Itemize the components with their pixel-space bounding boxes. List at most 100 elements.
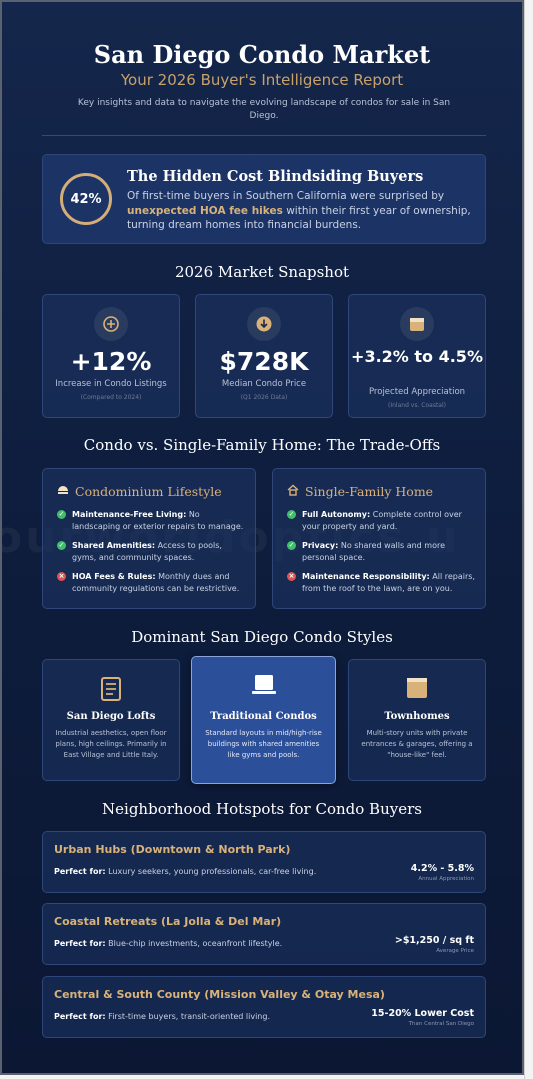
item-bold: HOA Fees & Rules: [72, 572, 156, 581]
stat-label: Median Condo Price [221, 379, 307, 389]
item-bold: Full Autonomy: [302, 510, 371, 519]
condo-list: ✓ Maintenance-Free Living: No landscaping… [57, 509, 247, 602]
hotspot-value-label: Average Price [436, 948, 474, 954]
perfect-text: First-time buyers, transit-oriented livi… [105, 1012, 270, 1021]
item-bold: Privacy: [302, 541, 339, 550]
hotspot-value: 4.2% - 5.8% [410, 863, 474, 874]
percent-value: 42% [70, 191, 102, 207]
alert-body: Of first-time buyers in Southern Califor… [127, 189, 477, 233]
perfect-label: Perfect for: [54, 1012, 106, 1021]
header-divider [42, 135, 486, 136]
perfect-label: Perfect for: [54, 867, 106, 876]
hotspot-urban-hubs: Urban Hubs (Downtown & North Park) Perfe… [42, 831, 486, 893]
list-item: × Maintenance Responsibility: All repairs… [287, 571, 477, 595]
check-icon: ✓ [57, 510, 66, 519]
item-text: Monthly dues and community regulations c… [72, 572, 240, 593]
perfect-label: Perfect for: [54, 939, 106, 948]
stat-note: (Compared to 2024) [80, 394, 142, 401]
condo-heading: Condominium Lifestyle [57, 484, 222, 499]
list-item: × HOA Fees & Rules: Monthly dues and comm… [57, 571, 247, 595]
item-text: No shared walls and more personal space. [302, 541, 446, 562]
list-item: ✓ Privacy: No shared walls and more perso… [287, 540, 477, 564]
stat-value: +12% [70, 347, 152, 376]
style-desc: Multi-story units with private entrances… [361, 729, 473, 759]
style-name: Townhomes [384, 711, 450, 722]
hotspot-value: 15-20% Lower Cost [371, 1008, 474, 1019]
style-desc: Standard layouts in mid/high-rise buildi… [205, 729, 322, 759]
hotspots-title: Neighborhood Hotspots for Condo Buyers [102, 800, 422, 818]
stat-value: +3.2% to 4.5% [351, 347, 483, 366]
stat-label: Increase in Condo Listings [55, 379, 167, 389]
stat-label: Projected Appreciation [368, 387, 466, 397]
hotspot-name: Coastal Retreats (La Jolla & Del Mar) [54, 915, 282, 928]
item-text: Access to pools, gyms, and community spa… [72, 541, 222, 562]
infographic-page: ourworldoptics.u San Diego Condo Market … [0, 0, 524, 1075]
check-icon: ✓ [287, 510, 296, 519]
item-text: No landscaping or exterior repairs to ma… [72, 510, 244, 531]
alert-highlight: unexpected HOA fee hikes [127, 204, 283, 217]
calendar-icon [400, 307, 434, 341]
tradeoffs-title: Condo vs. Single-Family Home: The Trade-… [83, 436, 441, 454]
hoa-alert-card: 42% The Hidden Cost Blindsiding Buyers O… [42, 154, 486, 244]
stat-note: (Inland vs. Coastal) [388, 402, 446, 409]
style-card-townhomes[interactable]: Townhomes Multi-story units with private… [348, 659, 486, 781]
hotspot-value: >$1,250 / sq ft [394, 935, 474, 946]
hotspot-perfect: Perfect for: Blue-chip investments, ocea… [54, 939, 282, 948]
item-bold: Shared Amenities: [72, 541, 156, 550]
x-icon: × [287, 572, 296, 581]
hotspot-name: Urban Hubs (Downtown & North Park) [54, 843, 291, 856]
alert-title: The Hidden Cost Blindsiding Buyers [127, 168, 424, 185]
style-name: Traditional Condos [210, 711, 317, 722]
page-title: San Diego Condo Market [93, 40, 431, 69]
item-text: All repairs, from the roof to the lawn, … [302, 572, 475, 593]
stat-card-price: $728K Median Condo Price (Q1 2026 Data) [195, 294, 333, 418]
styles-title: Dominant San Diego Condo Styles [131, 628, 393, 646]
hotspot-perfect: Perfect for: Luxury seekers, young profe… [54, 867, 316, 876]
house-icon [287, 484, 299, 499]
document-icon [43, 677, 179, 701]
hotspot-perfect: Perfect for: First-time buyers, transit-… [54, 1012, 270, 1021]
laptop-icon [192, 674, 335, 696]
hotspot-name: Central & South County (Mission Valley &… [54, 988, 385, 1001]
stat-value: $728K [219, 347, 309, 376]
list-item: ✓ Maintenance-Free Living: No landscaping… [57, 509, 247, 533]
stat-card-listings: +12% Increase in Condo Listings (Compare… [42, 294, 180, 418]
item-bold: Maintenance-Free Living: [72, 510, 187, 519]
stat-note: (Q1 2026 Data) [240, 394, 288, 401]
item-bold: Maintenance Responsibility: [302, 572, 430, 581]
hotspot-coastal-retreats: Coastal Retreats (La Jolla & Del Mar) Pe… [42, 903, 486, 965]
snapshot-title: 2026 Market Snapshot [174, 263, 350, 281]
house-heading: Single-Family Home [287, 484, 433, 499]
alert-body-text: Of first-time buyers in Southern Califor… [127, 190, 445, 202]
percent-ring: 42% [60, 173, 112, 225]
check-icon: ✓ [57, 541, 66, 550]
hotspot-central-south: Central & South County (Mission Valley &… [42, 976, 486, 1038]
check-icon: ✓ [287, 541, 296, 550]
hotspot-value-label: Than Central San Diego [408, 1021, 474, 1027]
condo-lifestyle-card: Condominium Lifestyle ✓ Maintenance-Free … [42, 468, 256, 609]
house-list: ✓ Full Autonomy: Complete control over yo… [287, 509, 477, 602]
condo-heading-text: Condominium Lifestyle [75, 484, 222, 499]
list-item: ✓ Shared Amenities: Access to pools, gyms… [57, 540, 247, 564]
townhome-icon [349, 677, 485, 699]
style-card-lofts[interactable]: San Diego Lofts Industrial aesthetics, o… [42, 659, 180, 781]
alert-body-text-end: within their first year of ownership, tu… [127, 204, 471, 232]
perfect-text: Luxury seekers, young professionals, car… [105, 867, 317, 876]
stat-card-appreciation: +3.2% to 4.5% Projected Appreciation (In… [348, 294, 486, 418]
download-circle-icon [247, 307, 281, 341]
house-heading-text: Single-Family Home [305, 484, 434, 499]
page-description: Key insights and data to navigate the ev… [77, 98, 451, 121]
perfect-text: Blue-chip investments, oceanfront lifest… [105, 939, 283, 948]
single-family-card: Single-Family Home ✓ Full Autonomy: Compl… [272, 468, 486, 609]
page-subtitle: Your 2026 Buyer's Intelligence Report [120, 71, 404, 89]
item-text: Complete control over your property and … [302, 510, 462, 531]
style-card-traditional[interactable]: Traditional Condos Standard layouts in m… [191, 656, 336, 784]
building-icon [57, 484, 69, 499]
hotspot-value-label: Annual Appreciation [418, 876, 474, 882]
plus-circle-icon [94, 307, 128, 341]
style-name: San Diego Lofts [66, 711, 156, 722]
style-desc: Industrial aesthetics, open floor plans,… [55, 729, 167, 759]
page-margin [524, 0, 533, 1079]
list-item: ✓ Full Autonomy: Complete control over yo… [287, 509, 477, 533]
x-icon: × [57, 572, 66, 581]
